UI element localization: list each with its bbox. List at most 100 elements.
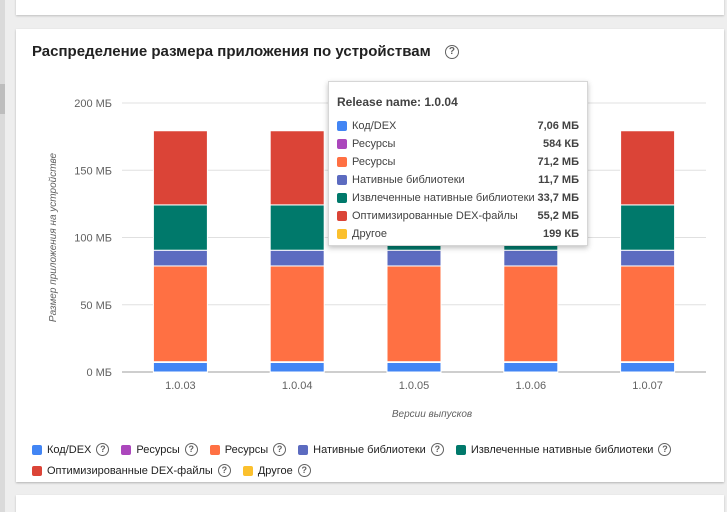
bar-segment xyxy=(503,265,559,363)
y-tick-label: 100 МБ xyxy=(74,233,112,245)
tooltip-series-value: 71,2 МБ xyxy=(537,156,579,168)
tooltip-swatch xyxy=(337,229,347,239)
x-tick-label: 1.0.06 xyxy=(516,380,547,392)
y-axis-label: Размер приложения на устройстве xyxy=(48,152,59,322)
tooltip-swatch xyxy=(337,139,347,149)
legend-label: Оптимизированные DEX-файлы xyxy=(47,464,213,477)
bar-segment xyxy=(620,249,676,267)
tooltip-rows: Код/DEX 7,06 МБ Ресурсы 584 КБ Ресурсы 71,2 М… xyxy=(337,117,579,243)
bar-segment xyxy=(386,265,442,363)
title-help-icon[interactable]: ? xyxy=(444,45,459,60)
y-tick-label: 0 МБ xyxy=(86,367,112,379)
legend-swatch xyxy=(32,465,42,476)
bar-segment xyxy=(620,130,676,206)
bar-segment xyxy=(152,130,208,206)
legend-swatch xyxy=(242,465,253,476)
legend-help-icon[interactable]: ? xyxy=(184,443,198,456)
bar-segment xyxy=(620,362,676,373)
bar-segment xyxy=(152,362,208,373)
legend-item[interactable]: Нативные библиотеки? xyxy=(298,443,444,456)
bar-segment xyxy=(620,265,676,363)
tooltip-title: Release name: 1.0.04 xyxy=(337,95,458,109)
legend-swatch xyxy=(32,444,42,455)
legend-help-icon[interactable]: ? xyxy=(96,443,110,456)
legend-swatch xyxy=(121,444,132,455)
tooltip-series-value: 7,06 МБ xyxy=(537,120,579,132)
bar-segment xyxy=(269,130,325,206)
legend-item[interactable]: Извлеченные нативные библиотеки? xyxy=(455,443,672,456)
tooltip-row: Нативные библиотеки 11,7 МБ xyxy=(337,171,579,189)
tooltip-row: Извлеченные нативные библиотеки 33,7 МБ xyxy=(337,189,579,207)
x-tick-label: 1.0.05 xyxy=(399,380,430,392)
legend-label: Извлеченные нативные библиотеки xyxy=(470,443,654,456)
legend-item[interactable]: Код/DEX? xyxy=(32,443,110,456)
legend-row-2: Оптимизированные DEX-файлы? Другое? xyxy=(32,460,712,481)
tooltip-series-value: 33,7 МБ xyxy=(537,192,579,204)
legend-label: Ресурсы xyxy=(224,443,269,456)
legend-label: Нативные библиотеки xyxy=(313,443,426,456)
bar-segment xyxy=(386,362,442,373)
y-tick-label: 150 МБ xyxy=(74,165,112,177)
tooltip-series-name: Ресурсы xyxy=(352,138,396,150)
y-tick-label: 50 МБ xyxy=(80,300,112,312)
legend-item[interactable]: Ресурсы? xyxy=(121,443,198,456)
tooltip-series-name: Ресурсы xyxy=(352,156,396,168)
x-tick-label: 1.0.03 xyxy=(165,380,196,392)
legend-help-icon[interactable]: ? xyxy=(658,443,672,456)
x-axis-label: Версии выпусков xyxy=(392,409,472,420)
legend-help-icon[interactable]: ? xyxy=(297,464,311,477)
legend-label: Ресурсы xyxy=(136,443,180,456)
tooltip-swatch xyxy=(337,157,347,167)
legend-help-icon[interactable]: ? xyxy=(217,464,231,477)
tooltip-series-value: 55,2 МБ xyxy=(537,210,579,222)
y-tick-label: 200 МБ xyxy=(74,98,112,110)
tooltip-series-name: Оптимизированные DEX-файлы xyxy=(352,210,518,222)
bar-segment xyxy=(269,362,325,373)
tooltip-row: Другое 199 КБ xyxy=(337,225,579,243)
bar-segment xyxy=(152,204,208,251)
bar-segment xyxy=(269,204,325,251)
bar-segment xyxy=(269,265,325,363)
previous-card xyxy=(16,0,724,15)
legend-help-icon[interactable]: ? xyxy=(273,443,287,456)
bar-segment xyxy=(386,249,442,267)
legend-row-1: Код/DEX? Ресурсы? Ресурсы? Нативные библиот… xyxy=(32,439,712,460)
left-scroll-edge xyxy=(0,0,5,512)
bar-segment xyxy=(503,362,559,373)
legend-swatch xyxy=(455,444,466,455)
tooltip-row: Оптимизированные DEX-файлы 55,2 МБ xyxy=(337,207,579,225)
bar-segment xyxy=(620,204,676,251)
legend-item[interactable]: Другое? xyxy=(242,464,311,477)
bar-segment xyxy=(152,249,208,267)
tooltip-series-name: Извлеченные нативные библиотеки xyxy=(352,192,535,204)
bar-segment xyxy=(503,249,559,267)
legend-item[interactable]: Оптимизированные DEX-файлы? xyxy=(32,464,231,477)
bar-segment xyxy=(269,249,325,267)
x-tick-label: 1.0.07 xyxy=(632,380,663,392)
tooltip-row: Ресурсы 584 КБ xyxy=(337,135,579,153)
tooltip-series-value: 11,7 МБ xyxy=(538,174,579,186)
tooltip-series-value: 584 КБ xyxy=(542,138,579,150)
chart-tooltip: Release name: 1.0.04 Код/DEX 7,06 МБ Ресур… xyxy=(328,81,588,246)
tooltip-swatch xyxy=(337,211,347,221)
x-tick-label: 1.0.04 xyxy=(282,380,313,392)
legend-label: Код/DEX xyxy=(47,443,92,456)
chart-legend: Код/DEX? Ресурсы? Ресурсы? Нативные библиот… xyxy=(32,439,712,481)
left-edge-marker xyxy=(0,84,5,114)
tooltip-series-name: Другое xyxy=(352,228,387,240)
bar-segment xyxy=(152,265,208,363)
legend-item[interactable]: Ресурсы? xyxy=(209,443,287,456)
legend-help-icon[interactable]: ? xyxy=(430,443,444,456)
legend-swatch xyxy=(298,444,309,455)
legend-label: Другое xyxy=(257,464,293,477)
tooltip-series-value: 199 КБ xyxy=(542,228,579,240)
tooltip-swatch xyxy=(337,193,347,203)
legend-swatch xyxy=(209,444,220,455)
tooltip-row: Ресурсы 71,2 МБ xyxy=(337,153,579,171)
next-card xyxy=(16,495,724,512)
tooltip-swatch xyxy=(337,121,347,131)
app-size-card: Распределение размера приложения по устр… xyxy=(16,29,724,482)
tooltip-swatch xyxy=(337,175,347,185)
card-title-text: Распределение размера приложения по устр… xyxy=(32,43,431,60)
tooltip-series-name: Код/DEX xyxy=(352,120,397,132)
